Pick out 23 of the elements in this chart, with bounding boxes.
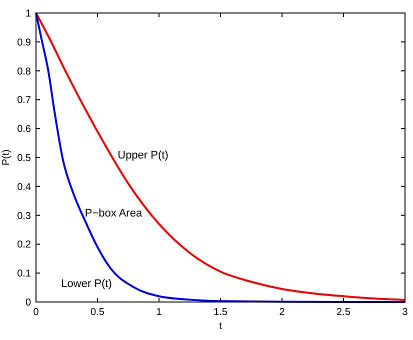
y-tick-label: 0.4 — [17, 182, 32, 193]
y-tick-label: 0.8 — [17, 66, 32, 78]
y-tick-label: 0.6 — [17, 124, 32, 136]
y-tick-label: 1 — [25, 8, 32, 20]
y-tick-label: 0.2 — [17, 240, 32, 251]
y-tick-label: 0.1 — [17, 268, 32, 280]
x-tick-label: 3 — [402, 307, 408, 318]
annotation: Lower P(t) — [61, 278, 112, 290]
x-tick-label: 0.5 — [90, 307, 105, 318]
annotation: Upper P(t) — [118, 150, 168, 162]
y-tick-label: 0.5 — [17, 153, 32, 164]
y-axis-title: P(t) — [1, 149, 12, 166]
x-axis-title: t — [219, 321, 222, 332]
x-tick-label: 0 — [33, 307, 40, 318]
y-tick-label: 0.3 — [17, 210, 32, 222]
x-tick-label: 1 — [156, 307, 162, 318]
y-tick-label: 0.9 — [17, 37, 32, 48]
annotation: P−box Area — [84, 207, 143, 220]
y-tick-label: 0 — [25, 298, 32, 308]
y-tick-label: 0.7 — [17, 95, 32, 106]
x-tick-label: 1.5 — [214, 307, 228, 318]
x-tick-label: 2 — [279, 307, 286, 318]
x-tick-label: 2.5 — [336, 307, 351, 318]
